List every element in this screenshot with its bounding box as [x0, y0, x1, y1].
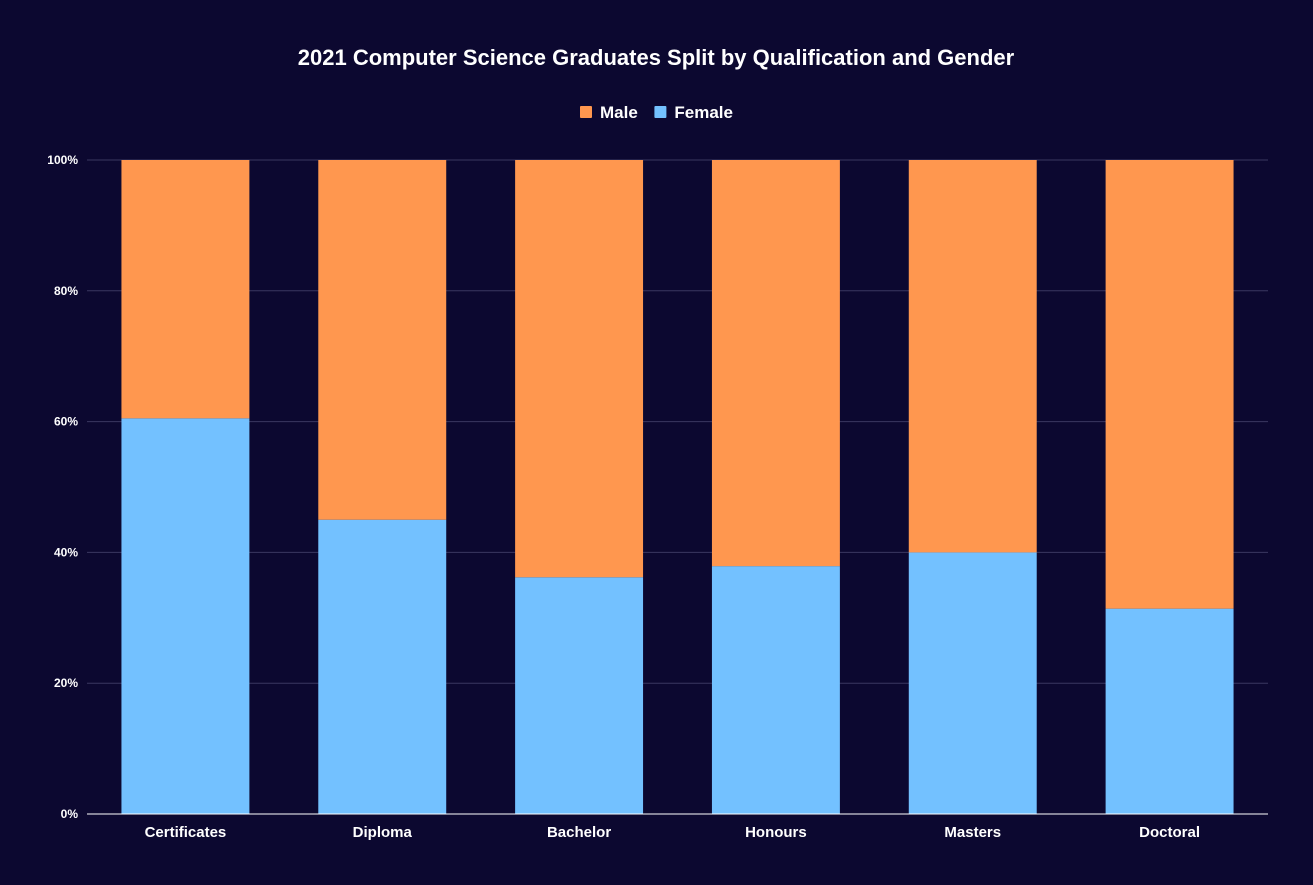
x-axis-tick-labels: Certificates Diploma Bachelor Honours Master… [145, 824, 1200, 841]
bar-male-doctoral [1105, 160, 1234, 609]
bar-female-masters [908, 552, 1037, 814]
x-tick-label: Honours [745, 824, 807, 841]
y-tick-label: 100% [47, 153, 78, 167]
legend-label-male: Male [600, 103, 638, 122]
bar-male-masters [908, 160, 1037, 553]
y-tick-label: 60% [54, 415, 78, 429]
y-axis-tick-labels: 0% 20% 40% 60% 80% 100% [47, 153, 78, 821]
bar-female-bachelor [515, 577, 644, 814]
bar-female-honours [711, 566, 840, 814]
bar-male-certificates [121, 160, 250, 419]
bar-male-honours [711, 160, 840, 567]
bars [121, 160, 1234, 814]
bar-female-certificates [121, 418, 250, 814]
bar-female-doctoral [1105, 608, 1234, 814]
legend-swatch-male [580, 106, 592, 118]
legend-swatch-female [654, 106, 667, 118]
chart-title: 2021 Computer Science Graduates Split by… [298, 45, 1015, 70]
gridlines [87, 159, 1268, 684]
x-tick-label: Diploma [353, 824, 413, 841]
x-tick-label: Bachelor [547, 824, 611, 841]
legend-label-female: Female [674, 103, 733, 122]
x-tick-label: Doctoral [1139, 824, 1200, 841]
bar-male-bachelor [515, 160, 644, 578]
bar-female-diploma [318, 519, 447, 814]
y-tick-label: 40% [54, 545, 78, 559]
legend: Male Female [580, 103, 733, 122]
y-tick-label: 20% [54, 676, 78, 690]
x-tick-label: Certificates [145, 824, 227, 841]
y-tick-label: 0% [61, 807, 79, 821]
bar-male-diploma [318, 160, 447, 520]
y-tick-label: 80% [54, 284, 78, 298]
x-tick-label: Masters [944, 824, 1001, 841]
